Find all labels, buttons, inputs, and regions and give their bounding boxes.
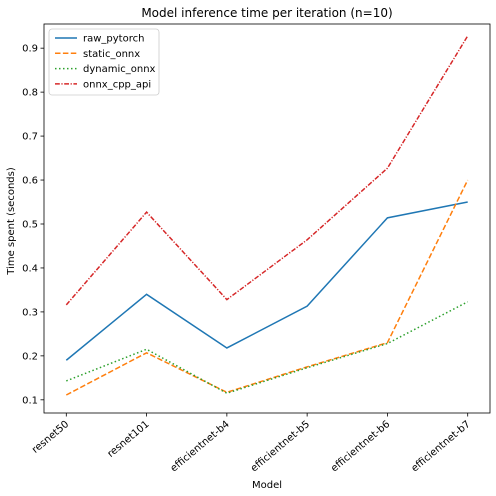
y-tick-label: 0.2 <box>22 351 38 362</box>
x-tick-label: efficientnet-b7 <box>409 419 472 475</box>
series-line-raw_pytorch <box>65 201 468 361</box>
y-tick-label: 0.5 <box>22 219 38 230</box>
x-tick-label: resnet50 <box>30 419 71 456</box>
y-tick-label: 0.6 <box>22 176 38 187</box>
y-tick-label: 0.8 <box>22 88 38 99</box>
series-line-static_onnx <box>65 179 469 396</box>
legend-label: onnx_cpp_api <box>83 79 151 90</box>
legend-label: static_onnx <box>83 49 140 60</box>
y-axis-label: Time spent (seconds) <box>6 167 17 276</box>
y-tick-label: 0.3 <box>22 307 38 318</box>
legend: raw_pytorch static_onnx dynamic_onnx onnx_c… <box>48 28 160 96</box>
x-axis-label: Model <box>252 480 282 491</box>
y-tick-label: 0.1 <box>22 395 38 406</box>
series-layer <box>65 35 469 396</box>
x-tick-label: efficientnet-b5 <box>249 419 312 475</box>
x-tick-label: efficientnet-b6 <box>329 419 392 475</box>
plot-frame <box>43 23 491 414</box>
legend-label: raw_pytorch <box>83 34 144 45</box>
x-tick-label: efficientnet-b4 <box>169 419 232 475</box>
series-line-dynamic_onnx <box>66 301 469 395</box>
chart-title: Model inference time per iteration (n=10… <box>141 6 392 20</box>
y-tick-label: 0.4 <box>22 263 38 274</box>
y-tick-label: 0.9 <box>22 44 38 55</box>
legend-box <box>48 28 160 96</box>
legend-label: dynamic_onnx <box>83 64 156 75</box>
series-line-onnx_cpp_api <box>65 35 469 306</box>
y-tick-label: 0.7 <box>22 132 38 143</box>
x-tick-label: resnet101 <box>106 419 152 460</box>
